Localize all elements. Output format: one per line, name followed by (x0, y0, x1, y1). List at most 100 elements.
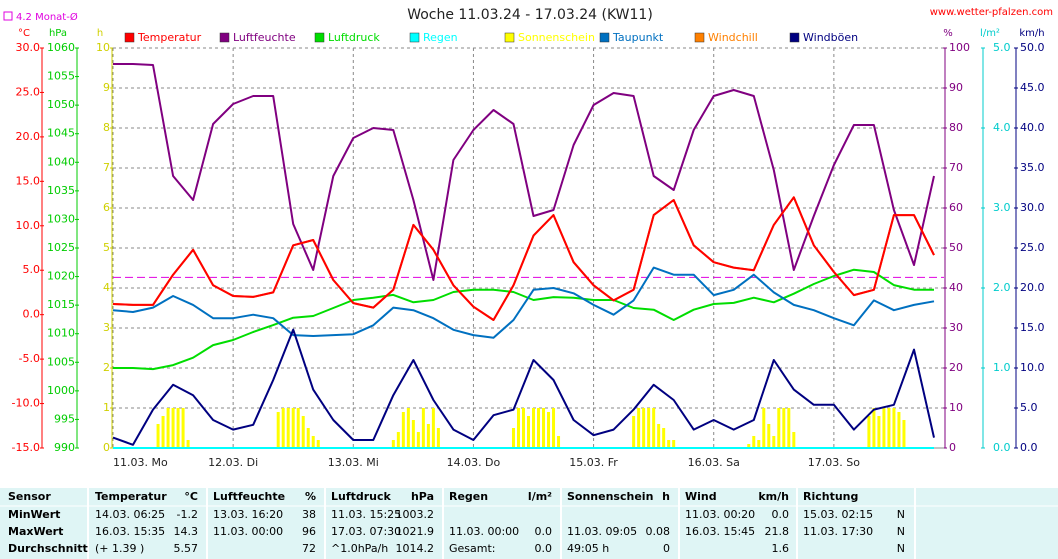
sun-bar (662, 428, 666, 448)
sun-bar (887, 408, 891, 448)
y-tick-label: 10.0 (1020, 361, 1045, 374)
sun-bar (527, 416, 530, 448)
sun-bar (672, 440, 676, 448)
legend-label: Windböen (803, 31, 858, 44)
y-tick-label: 0.0 (23, 308, 41, 321)
y-tick-label: 25.0 (1020, 241, 1045, 254)
sun-bar (747, 444, 751, 448)
series-line (112, 266, 935, 339)
sun-bar (391, 440, 395, 448)
sun-bar (186, 440, 190, 448)
sun-bar (171, 408, 175, 448)
sun-bar (421, 408, 425, 448)
y-tick-label: 1020 (47, 270, 75, 283)
y-tick-label: 5 (103, 241, 110, 254)
x-tick-label: 16.03. Sa (688, 456, 740, 469)
sun-bar (306, 428, 310, 448)
sun-bar (537, 408, 541, 448)
y-tick-label: 40.0 (1020, 121, 1045, 134)
sun-bar (772, 436, 776, 448)
source: www.wetter-pfalzen.com (930, 7, 1053, 18)
table-cell: 11.03. 15:25 (331, 508, 401, 521)
series-line (112, 328, 935, 446)
table-header: Sonnenschein (567, 490, 653, 503)
y-tick-label: 40 (949, 281, 963, 294)
sun-bar (316, 440, 320, 448)
table-cell: 0.0 (535, 525, 553, 538)
sun-bar (156, 424, 160, 448)
table-header: l/m² (528, 490, 552, 503)
sun-bar (401, 412, 405, 448)
average-legend-box (3, 11, 13, 21)
table-header: % (305, 490, 316, 503)
sun-bar (311, 436, 315, 448)
row-label: MaxWert (8, 525, 63, 538)
y-tick-label: 50.0 (1020, 41, 1045, 54)
sun-bar (787, 408, 791, 448)
sun-bar (416, 432, 420, 448)
sun-bar (521, 408, 525, 448)
sun-bar (276, 412, 280, 448)
sun-bar (782, 408, 786, 448)
legend-label: Sonnenschein (518, 31, 595, 44)
y-tick-label: 45.0 (1020, 81, 1045, 94)
y-tick-label: 1055 (47, 70, 75, 83)
table-header: Sensor (8, 490, 51, 503)
table-cell: 16.03. 15:35 (95, 525, 165, 538)
y-tick-label: -15.0 (12, 441, 40, 454)
table-cell: 14.03. 06:25 (95, 508, 165, 521)
y-tick-label: 1025 (47, 241, 75, 254)
y-tick-label: 1 (103, 401, 110, 414)
sun-bar (632, 416, 636, 448)
y-tick-label: 10 (949, 401, 963, 414)
y-tick-label: 4 (103, 281, 110, 294)
sun-bar (431, 408, 435, 448)
sun-bar (647, 408, 651, 448)
sun-bar (181, 408, 185, 448)
y-tick-label: 1015 (47, 298, 75, 311)
legend-swatch (694, 32, 705, 43)
table-cell: 14.3 (174, 525, 199, 538)
sun-bar (296, 408, 300, 448)
sun-bar (532, 408, 536, 448)
table-cell: 15.03. 02:15 (803, 508, 873, 521)
y-tick-label: 6 (103, 201, 110, 214)
y-tick-label: 20.0 (16, 130, 41, 143)
table-cell: 0.0 (535, 542, 553, 555)
table-header: Regen (449, 490, 488, 503)
table-cell: 11.03. 00:20 (685, 508, 755, 521)
table-cell: 72 (302, 542, 316, 555)
legend-label: Luftdruck (328, 31, 380, 44)
legend-label: Regen (423, 31, 458, 44)
y-tick-label: 990 (54, 441, 75, 454)
table-cell: ^1.0hPa/h (331, 542, 388, 555)
series-line (113, 268, 934, 371)
sun-bar (757, 440, 761, 448)
x-tick-label: 12.03. Di (208, 456, 258, 469)
table-cell: 96 (302, 525, 316, 538)
y-tick-label: 0.0 (993, 441, 1011, 454)
y-tick-label: 10 (96, 41, 110, 54)
table-cell: 11.03. 09:05 (567, 525, 637, 538)
legend-swatch (504, 32, 515, 43)
y-tick-label: 60 (949, 201, 963, 214)
sun-bar (767, 424, 771, 448)
sun-bar (657, 424, 661, 448)
sun-bar (897, 412, 901, 448)
table-cell: 11.03. 00:00 (449, 525, 519, 538)
legend-label: Luftfeuchte (233, 31, 296, 44)
y-tick-label: 1005 (47, 355, 75, 368)
y-tick-label: 1050 (47, 98, 75, 111)
table-cell: 1021.9 (396, 525, 435, 538)
y-tick-label: 9 (103, 81, 110, 94)
sun-bar (406, 408, 410, 448)
legend-swatch (599, 32, 610, 43)
y-tick-label: 100 (949, 41, 970, 54)
y-tick-label: 3 (103, 321, 110, 334)
y-tick-label: 5.0 (993, 41, 1011, 54)
axis-unit: h (97, 28, 103, 39)
table-header: hPa (411, 490, 434, 503)
legend-swatch (314, 32, 325, 43)
table-header: Richtung (803, 490, 858, 503)
